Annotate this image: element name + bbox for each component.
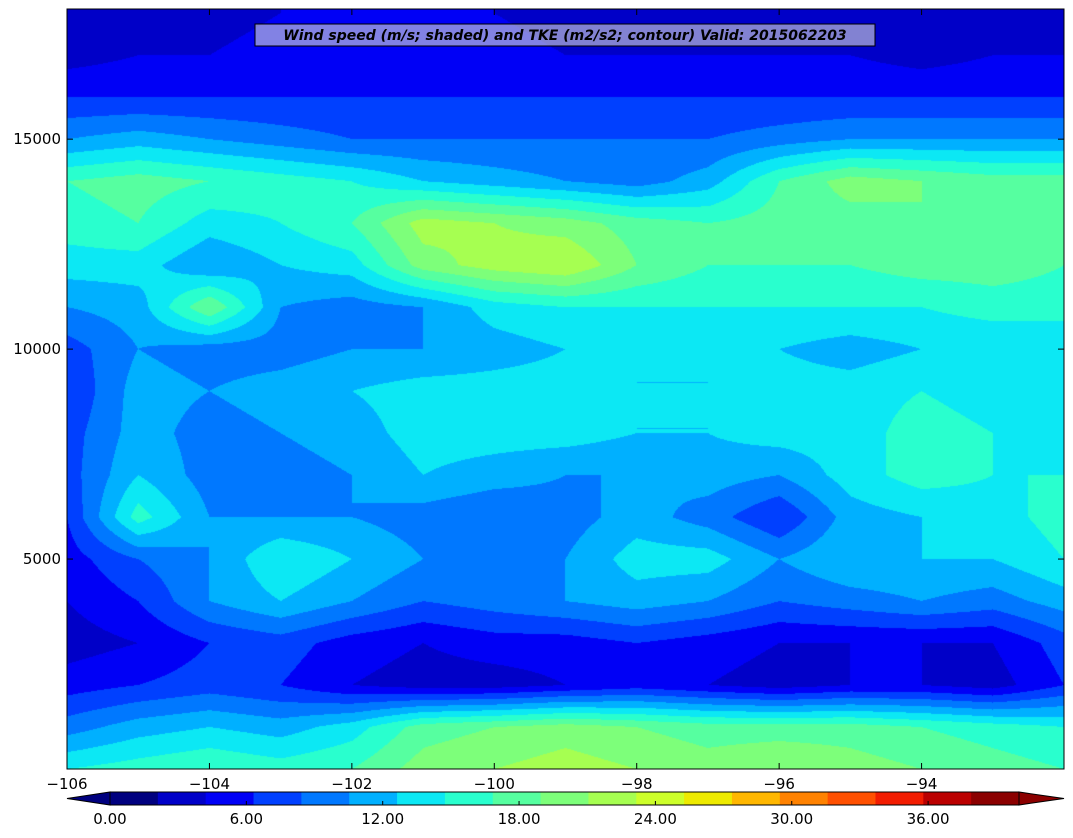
colorbar [66,791,1065,806]
colorbar-swatch [349,792,398,805]
colorbar-tick-label: 30.00 [770,810,813,828]
colorbar-swatch [444,792,494,805]
colorbar-swatch [110,792,159,805]
wind-speed-field [67,9,1064,769]
colorbar-tick-label: 18.00 [498,810,541,828]
colorbar-swatch [588,792,637,805]
colorbar-tick-label: 0.00 [93,810,126,828]
colorbar-tick-labels: 0.00 6.00 12.00 18.00 24.00 30.00 36.00 [93,801,950,828]
colorbar-swatch [875,792,924,805]
y-tick-label: 15000 [13,130,61,148]
x-tick-label: −106 [46,775,87,793]
colorbar-tick-label: 6.00 [230,810,263,828]
colorbar-swatch [684,792,733,805]
colorbar-tick-label: 24.00 [634,810,677,828]
x-tick-label: −98 [621,775,653,793]
colorbar-swatch [923,792,972,805]
colorbar-swatch [301,792,350,805]
colorbar-swatch [253,792,302,805]
colorbar-swatch [779,792,829,805]
x-tick-label: −100 [474,775,515,793]
colorbar-swatch [827,792,876,805]
x-tick-label: −96 [763,775,795,793]
plot-frame [66,8,1065,770]
colorbar-swatch [636,792,685,805]
colorbar-swatch [205,792,255,805]
x-tick-label: −94 [906,775,938,793]
colorbar-frame [109,791,1020,806]
colorbar-tick-label: 12.00 [361,810,404,828]
x-axis: −106 −104 −102 −100 −98 −96 −94 [46,9,937,793]
colorbar-swatch [492,792,542,805]
y-tick-label: 5000 [23,550,61,568]
colorbar-swatch [397,792,446,805]
colorbar-swatch [971,792,1020,805]
chart-title-box: Wind speed (m/s; shaded) and TKE (m2/s2;… [254,23,876,47]
colorbar-swatch [540,792,589,805]
colorbar-swatch [157,792,207,805]
x-tick-label: −102 [331,775,372,793]
chart-title: Wind speed (m/s; shaded) and TKE (m2/s2;… [283,28,846,44]
y-axis: 5000 10000 15000 [13,130,1064,568]
colorbar-swatch [731,792,781,805]
x-tick-label: −104 [189,775,230,793]
y-tick-label: 10000 [13,340,61,358]
colorbar-tick-label: 36.00 [907,810,950,828]
